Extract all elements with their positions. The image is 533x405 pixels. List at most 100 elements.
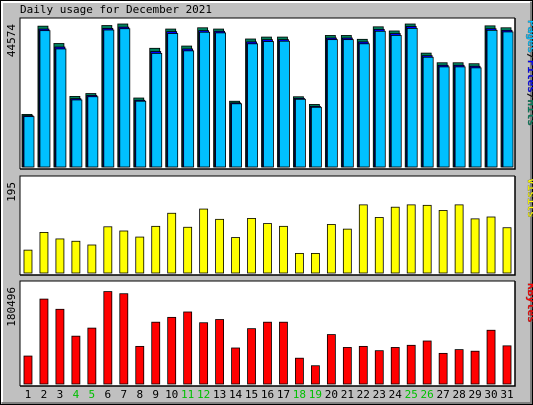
x-tick-label-27: 27	[437, 388, 450, 401]
panel-border-bottom-right	[20, 176, 516, 276]
legend: Pages/Files/Hits	[525, 20, 533, 126]
legend: Visits	[525, 178, 533, 218]
bar-kbytes-24	[390, 347, 400, 385]
x-tick-label-25: 25	[405, 388, 418, 401]
y-max-label: 195	[5, 182, 18, 202]
x-tick-label-20: 20	[325, 388, 338, 401]
x-tick-label-12: 12	[197, 388, 210, 401]
bar-pages-4	[71, 99, 83, 168]
bar-visits-17	[279, 225, 288, 274]
chart-title: Daily usage for December 2021	[20, 3, 212, 16]
x-tick-label-31: 31	[500, 388, 513, 401]
bar-kbytes-19	[311, 365, 320, 385]
bar-visits-11	[183, 226, 193, 274]
bar-visits-23	[374, 217, 384, 274]
bar-pages-11	[183, 50, 195, 168]
bar-visits-7	[119, 230, 129, 274]
x-tick-label-23: 23	[373, 388, 386, 401]
panel-border-top-left	[19, 175, 515, 275]
bar-visits-14	[231, 237, 240, 274]
bar-pages-12	[199, 31, 211, 168]
bar-pages-13	[215, 32, 226, 168]
panel-border-top-left	[19, 17, 515, 169]
bar-kbytes-13	[215, 319, 224, 385]
bar-kbytes-9	[151, 321, 161, 385]
x-tick-label-18: 18	[293, 388, 306, 401]
bar-pages-1	[23, 116, 35, 168]
bar-kbytes-8	[135, 345, 145, 385]
bar-visits-6	[103, 226, 113, 274]
bar-visits-25	[406, 204, 416, 274]
bar-kbytes-31	[502, 345, 512, 385]
bar-pages-25	[406, 28, 418, 168]
bar-kbytes-3	[55, 308, 65, 385]
x-tick-label-15: 15	[245, 388, 258, 401]
bar-kbytes-6	[103, 291, 113, 385]
bar-visits-12	[199, 208, 209, 274]
x-tick-label-19: 19	[309, 388, 322, 401]
x-tick-label-30: 30	[484, 388, 497, 401]
bar-visits-24	[390, 206, 400, 274]
bar-pages-30	[486, 29, 498, 168]
bar-pages-23	[374, 30, 386, 168]
x-tick-label-11: 11	[181, 388, 194, 401]
bar-pages-5	[87, 96, 99, 168]
bar-pages-28	[454, 66, 466, 168]
bar-visits-30	[486, 216, 496, 274]
panel-border-bottom-right	[20, 281, 516, 387]
x-tick-label-21: 21	[341, 388, 354, 401]
bar-kbytes-21	[342, 347, 352, 385]
y-max-label: 180496	[5, 287, 18, 327]
legend-entry-1: /	[525, 53, 533, 60]
bar-visits-20	[326, 224, 336, 274]
bar-kbytes-1	[23, 355, 33, 385]
bar-visits-15	[247, 217, 256, 274]
bar-kbytes-18	[295, 357, 304, 385]
bar-kbytes-25	[406, 344, 416, 385]
bar-visits-9	[151, 225, 161, 274]
bar-visits-13	[215, 218, 224, 274]
bar-kbytes-2	[39, 298, 49, 385]
x-tick-label-1: 1	[25, 388, 32, 401]
x-tick-label-9: 9	[152, 388, 159, 401]
legend-entry-3: /	[525, 93, 533, 100]
bar-kbytes-10	[167, 316, 177, 385]
bar-kbytes-17	[279, 321, 288, 385]
bar-pages-14	[231, 103, 242, 168]
x-tick-label-7: 7	[120, 388, 127, 401]
bar-pages-21	[342, 39, 354, 168]
legend-entry-0: Pages	[525, 20, 533, 53]
bar-visits-21	[342, 228, 352, 274]
bar-kbytes-11	[183, 311, 193, 385]
bar-pages-17	[279, 40, 290, 168]
x-tick-label-2: 2	[41, 388, 48, 401]
x-tick-label-24: 24	[389, 388, 403, 401]
panel-border-top-left	[19, 280, 515, 386]
x-tick-label-22: 22	[357, 388, 370, 401]
panel-border-bottom-right	[20, 18, 516, 170]
bar-kbytes-15	[247, 328, 256, 385]
bar-pages-26	[422, 56, 434, 168]
bar-visits-4	[71, 240, 81, 274]
bar-kbytes-4	[71, 335, 81, 385]
bar-visits-27	[438, 210, 448, 274]
bar-kbytes-29	[470, 350, 480, 385]
bar-visits-19	[311, 252, 320, 274]
panel-kbytes: 180496 KBytes	[5, 280, 533, 387]
legend-entry-4: Hits	[525, 100, 533, 127]
bar-kbytes-22	[358, 345, 368, 385]
bar-kbytes-28	[454, 349, 464, 385]
bar-visits-8	[135, 236, 145, 274]
legend-entry-0: Visits	[525, 178, 533, 218]
bar-pages-27	[438, 66, 450, 168]
bar-visits-26	[422, 204, 432, 274]
bar-pages-15	[247, 43, 258, 168]
x-tick-label-13: 13	[213, 388, 226, 401]
bar-pages-16	[263, 41, 274, 168]
bar-pages-19	[311, 106, 322, 168]
x-axis-labels: 1 2 3 4 5 6 7 8 9 10 11 12 13 14 15 16 17 18 19 20 21 22 23 24 2…	[25, 388, 514, 401]
bar-pages-3	[55, 48, 67, 168]
